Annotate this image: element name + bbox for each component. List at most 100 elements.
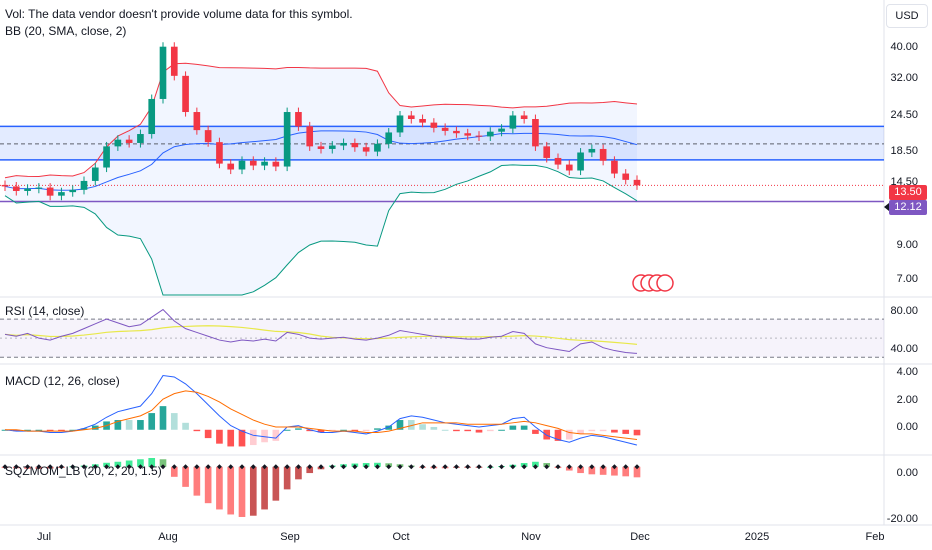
squeeze-dot xyxy=(544,464,550,470)
candle-body xyxy=(599,148,607,161)
time-axis-tick: Oct xyxy=(392,531,410,543)
macd-histogram-bar xyxy=(227,429,235,447)
time-axis-tick: 2025 xyxy=(744,531,770,543)
macd-histogram-bar xyxy=(261,429,268,443)
squeeze-dot xyxy=(510,464,516,470)
squeeze-dot xyxy=(295,464,301,470)
candle-body xyxy=(227,163,235,170)
squeeze-dot xyxy=(600,464,606,470)
macd-pane xyxy=(1,375,641,447)
candle-body xyxy=(441,127,449,131)
macd-label[interactable]: MACD (12, 26, close) xyxy=(5,374,120,388)
squeeze-momentum-bar xyxy=(227,466,235,515)
macd-histogram-bar xyxy=(532,429,539,434)
squeeze-dot xyxy=(2,464,8,470)
squeeze-dot xyxy=(36,464,42,470)
squeeze-dot xyxy=(634,464,640,470)
squeeze-dot xyxy=(126,464,132,470)
squeeze-dot xyxy=(81,464,87,470)
candle-body xyxy=(12,186,20,191)
macd-histogram-bar xyxy=(396,420,404,430)
macd-histogram-bar xyxy=(46,429,54,432)
macd-histogram-bar xyxy=(351,429,359,432)
bollinger-upper-line xyxy=(4,62,638,179)
squeeze-momentum-bar xyxy=(622,466,630,477)
rsi-label[interactable]: RSI (14, close) xyxy=(5,304,85,318)
candle-body xyxy=(91,167,99,181)
candle-body xyxy=(588,148,596,153)
squeeze-momentum-bar xyxy=(249,466,257,516)
squeeze-dot xyxy=(149,464,155,470)
volume-notice: Vol: The data vendor doesn't provide vol… xyxy=(5,7,353,21)
currency-button[interactable]: USD xyxy=(886,4,928,28)
bollinger-bands-label[interactable]: BB (20, SMA, close, 2) xyxy=(5,24,127,38)
currency-flag-icons[interactable] xyxy=(632,274,674,292)
macd-histogram-bar xyxy=(328,429,336,432)
macd-histogram-bar xyxy=(317,429,325,433)
squeeze-dot xyxy=(397,464,403,470)
macd-histogram-bar xyxy=(486,429,494,432)
rsi-line xyxy=(4,308,638,354)
squeeze-momentum-bar xyxy=(283,466,291,490)
candle-body xyxy=(249,160,257,166)
squeeze-dot xyxy=(341,464,347,470)
price-axis-tick: 24.50 xyxy=(890,109,918,121)
macd-histogram-bar xyxy=(114,420,122,430)
candle-body xyxy=(453,130,460,134)
macd-histogram-bar xyxy=(588,429,596,432)
squeeze-momentum-bar xyxy=(577,466,584,474)
squeeze-dot xyxy=(92,464,98,470)
squeeze-dot xyxy=(499,464,505,470)
macd-histogram-bar xyxy=(272,429,280,441)
squeeze-momentum-bar xyxy=(261,466,268,510)
macd-histogram-bar xyxy=(611,429,618,433)
squeeze-dot xyxy=(566,464,572,470)
time-axis-tick: Aug xyxy=(158,531,178,543)
candle-body xyxy=(362,147,370,152)
squeeze-dot xyxy=(307,464,313,470)
squeeze-dot xyxy=(532,464,538,470)
macd-histogram-bar xyxy=(498,429,505,431)
candle-body xyxy=(182,75,189,113)
squeeze-momentum-bar xyxy=(159,459,167,467)
squeeze-dot xyxy=(13,464,19,470)
squeeze-momentum-label[interactable]: SQZMOM_LB (20, 2, 20, 1.5) xyxy=(5,464,162,478)
us-flag-icon[interactable] xyxy=(656,274,674,292)
squeeze-dot xyxy=(284,464,290,470)
squeeze-dot xyxy=(476,464,482,470)
candle-body xyxy=(407,115,415,120)
macd-histogram-bar xyxy=(159,406,167,430)
candle-body xyxy=(306,126,314,147)
candle-body xyxy=(317,146,325,149)
time-axis-tick: Jul xyxy=(36,531,52,543)
squeeze-dot xyxy=(47,464,53,470)
squeeze-dot xyxy=(555,464,561,470)
level-marker-icon[interactable] xyxy=(884,203,889,211)
time-axis-tick: Nov xyxy=(521,531,541,543)
macd-histogram-bar xyxy=(216,429,223,444)
candle-body xyxy=(509,115,517,129)
candle-body xyxy=(103,146,110,168)
squeeze-momentum-bar xyxy=(182,466,189,487)
candle-body xyxy=(633,179,641,186)
candle-body xyxy=(565,164,573,171)
macd-histogram-bar xyxy=(12,429,20,432)
squeeze-momentum-bar xyxy=(272,466,280,501)
squeeze-dot xyxy=(160,464,166,470)
macd-line xyxy=(4,375,638,446)
candle-body xyxy=(170,46,178,76)
macd-axis-tick: 0.00 xyxy=(896,421,918,433)
sqz-axis-tick: 0.00 xyxy=(896,467,918,479)
macd-histogram-bar xyxy=(565,429,573,440)
squeeze-dot xyxy=(352,464,358,470)
macd-axis-tick: 2.00 xyxy=(896,394,918,406)
candle-body xyxy=(58,192,65,196)
squeeze-dot xyxy=(183,464,189,470)
time-axis-tick: Sep xyxy=(280,531,300,543)
candle-body xyxy=(543,146,551,158)
macd-histogram-bar xyxy=(543,429,551,440)
squeeze-dot xyxy=(623,464,629,470)
macd-histogram-bar xyxy=(24,429,31,431)
rsi-ma-line xyxy=(4,325,638,345)
